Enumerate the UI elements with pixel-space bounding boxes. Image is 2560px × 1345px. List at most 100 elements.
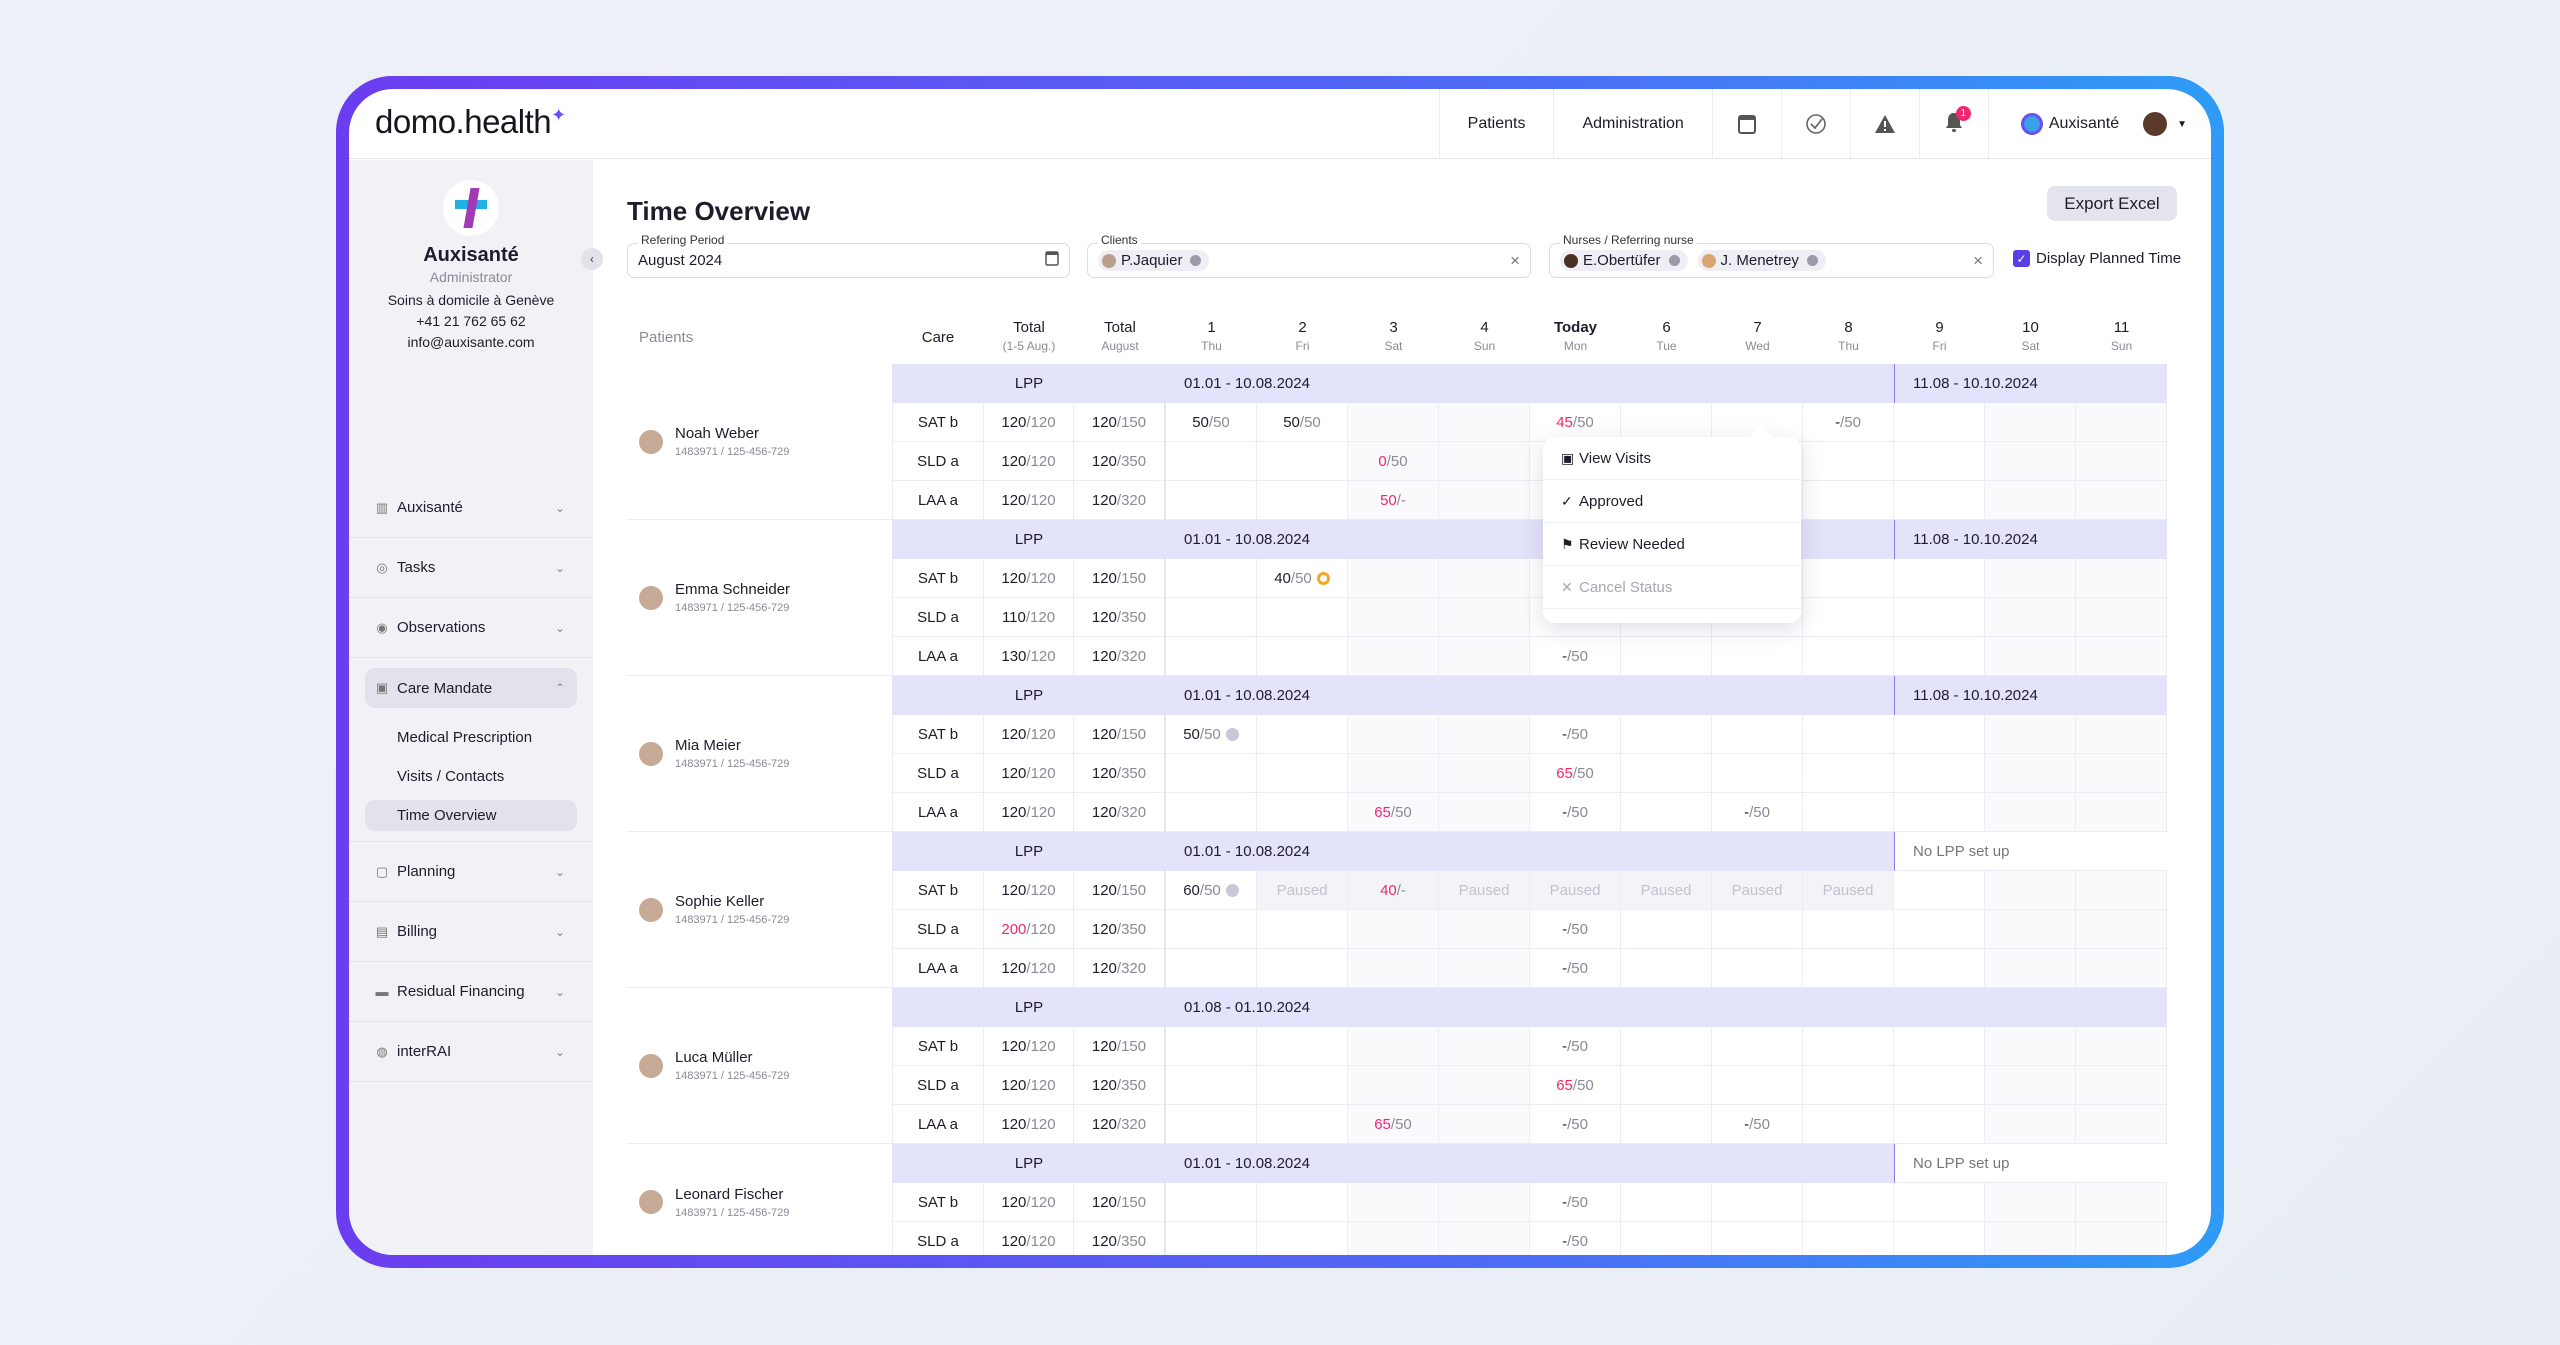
sidebar-item-residual-financing[interactable]: ▬ Residual Financing ⌄ (349, 962, 593, 1022)
nurse-chip[interactable]: J. Menetrey (1697, 250, 1826, 271)
lpp-period[interactable]: 01.01 - 10.08.2024 (1166, 364, 1894, 403)
day-cell[interactable] (1257, 481, 1348, 520)
day-cell[interactable] (1803, 1066, 1894, 1105)
day-cell[interactable] (1621, 1105, 1712, 1144)
nurse-chip[interactable]: E.Obertüfer (1560, 250, 1688, 271)
day-cell[interactable] (1712, 637, 1803, 676)
day-cell[interactable] (1257, 754, 1348, 793)
day-cell[interactable] (1803, 598, 1894, 637)
clear-icon[interactable]: × (1973, 250, 1983, 270)
day-cell[interactable] (1257, 1222, 1348, 1255)
remove-chip-icon[interactable] (1190, 255, 1202, 266)
day-cell[interactable] (1894, 949, 1985, 988)
day-cell[interactable] (1985, 403, 2076, 442)
lpp-period[interactable]: 11.08 - 10.10.2024 (1894, 676, 2167, 715)
day-cell[interactable] (2076, 871, 2167, 910)
day-cell[interactable] (1712, 598, 1803, 637)
sidebar-item-auxisant-[interactable]: ▥ Auxisanté ⌄ (349, 478, 593, 538)
day-cell[interactable] (1348, 910, 1439, 949)
day-cell[interactable] (1439, 793, 1530, 832)
day-cell[interactable]: -/50 (1712, 1105, 1803, 1144)
sidebar-item-tasks[interactable]: ◎ Tasks ⌄ (349, 538, 593, 598)
day-cell[interactable] (2076, 754, 2167, 793)
day-cell[interactable] (1803, 1222, 1894, 1255)
day-cell[interactable]: -/50 (1530, 637, 1621, 676)
day-cell[interactable] (1166, 559, 1257, 598)
day-cell[interactable] (1712, 715, 1803, 754)
day-cell[interactable]: -/50 (1530, 1222, 1621, 1255)
day-cell[interactable] (1257, 715, 1348, 754)
calendar-icon[interactable] (1045, 250, 1059, 271)
day-cell[interactable] (1348, 949, 1439, 988)
day-cell[interactable]: 50/50 (1166, 715, 1257, 754)
patient-cell[interactable]: Emma Schneider 1483971 / 125-456-729 (627, 520, 892, 676)
day-cell[interactable] (1985, 637, 2076, 676)
sidebar-item-care-mandate[interactable]: ▣ Care Mandate ⌃ (349, 658, 593, 718)
day-cell[interactable]: 0/50 (1348, 442, 1439, 481)
day-cell[interactable]: -/50 (1530, 1105, 1621, 1144)
day-cell[interactable] (1894, 598, 1985, 637)
day-cell[interactable] (1439, 1027, 1530, 1066)
day-cell[interactable] (1166, 1222, 1257, 1255)
day-cell[interactable] (1166, 1183, 1257, 1222)
day-cell[interactable] (1166, 637, 1257, 676)
day-cell[interactable] (1712, 1222, 1803, 1255)
day-cell[interactable] (1257, 910, 1348, 949)
day-cell[interactable] (1803, 481, 1894, 520)
day-cell[interactable] (1894, 754, 1985, 793)
menu-item-approved[interactable]: ✓ Approved (1543, 480, 1801, 523)
clear-icon[interactable]: × (1510, 250, 1520, 270)
lpp-period[interactable]: 01.08 - 01.10.2024 (1166, 988, 2167, 1027)
day-cell[interactable] (1348, 598, 1439, 637)
day-cell[interactable] (2076, 403, 2167, 442)
day-cell[interactable] (1621, 637, 1712, 676)
day-cell[interactable] (1439, 1066, 1530, 1105)
day-cell[interactable] (1894, 403, 1985, 442)
day-cell[interactable] (1621, 1066, 1712, 1105)
day-cell[interactable] (1166, 1105, 1257, 1144)
day-cell[interactable] (1894, 1066, 1985, 1105)
day-cell[interactable] (1257, 637, 1348, 676)
day-cell[interactable] (1257, 1027, 1348, 1066)
day-cell[interactable] (1985, 1066, 2076, 1105)
day-cell[interactable] (1439, 442, 1530, 481)
day-cell[interactable] (1803, 754, 1894, 793)
day-cell[interactable]: Paused (1257, 871, 1348, 910)
day-cell[interactable] (1348, 1183, 1439, 1222)
clients-field[interactable]: Clients P.Jaquier × (1087, 233, 1531, 278)
day-cell[interactable] (1894, 910, 1985, 949)
day-cell[interactable] (1985, 949, 2076, 988)
day-cell[interactable] (2076, 559, 2167, 598)
day-cell[interactable] (1439, 1183, 1530, 1222)
day-cell[interactable] (1439, 1222, 1530, 1255)
day-cell[interactable] (2076, 637, 2167, 676)
day-cell[interactable] (1621, 1183, 1712, 1222)
day-cell[interactable] (2076, 1105, 2167, 1144)
day-cell[interactable]: 60/50 (1166, 871, 1257, 910)
day-cell[interactable] (1166, 793, 1257, 832)
day-cell[interactable] (1257, 793, 1348, 832)
day-cell[interactable] (1712, 754, 1803, 793)
day-cell[interactable] (1985, 871, 2076, 910)
day-cell[interactable] (1985, 754, 2076, 793)
day-cell[interactable]: Paused (1621, 871, 1712, 910)
day-cell[interactable]: -/50 (1530, 1027, 1621, 1066)
day-cell[interactable] (1985, 598, 2076, 637)
day-cell[interactable] (1894, 481, 1985, 520)
menu-item-review-needed[interactable]: ⚑ Review Needed (1543, 523, 1801, 566)
day-cell[interactable] (1439, 949, 1530, 988)
day-cell[interactable] (2076, 949, 2167, 988)
patient-cell[interactable]: Leonard Fischer 1483971 / 125-456-729 (627, 1144, 892, 1255)
day-cell[interactable]: -/50 (1530, 1183, 1621, 1222)
sidebar-item-planning[interactable]: ▢ Planning ⌄ (349, 842, 593, 902)
day-cell[interactable]: -/50 (1530, 949, 1621, 988)
day-cell[interactable] (1348, 559, 1439, 598)
day-cell[interactable]: -/50 (1712, 793, 1803, 832)
day-cell[interactable]: -/50 (1530, 793, 1621, 832)
day-cell[interactable] (1803, 442, 1894, 481)
day-cell[interactable] (1803, 715, 1894, 754)
day-cell[interactable] (1712, 949, 1803, 988)
sidebar-subitem-time-overview[interactable]: Time Overview (349, 796, 593, 835)
day-cell[interactable]: Paused (1803, 871, 1894, 910)
day-cell[interactable] (1894, 1105, 1985, 1144)
